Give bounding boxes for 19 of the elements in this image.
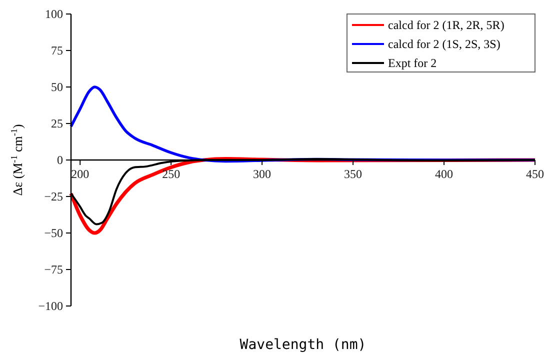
- y-tick-label: −75: [44, 262, 63, 277]
- y-tick-label: −100: [38, 299, 63, 314]
- legend-label: Expt for 2: [388, 56, 437, 70]
- x-tick-label: 400: [435, 167, 454, 181]
- y-tick-label: 25: [51, 116, 63, 131]
- x-axis-title: Wavelength (nm): [240, 337, 366, 353]
- x-tick-label: 300: [253, 167, 272, 181]
- y-tick-label: −25: [44, 190, 63, 204]
- legend-label: calcd for 2 (1R, 2R, 5R): [388, 18, 504, 32]
- y-tick-label: 50: [51, 80, 63, 94]
- x-tick-label: 350: [344, 167, 362, 181]
- legend-label: calcd for 2 (1S, 2S, 3S): [388, 37, 500, 52]
- y-tick-label: 75: [51, 44, 63, 58]
- x-tick-label: 450: [526, 167, 544, 181]
- y-tick-label: −50: [44, 226, 63, 240]
- y-tick-label: 100: [45, 7, 63, 22]
- y-tick-label: 0: [57, 153, 63, 168]
- x-tick-label: 250: [162, 167, 180, 181]
- x-tick-label: 200: [71, 167, 90, 181]
